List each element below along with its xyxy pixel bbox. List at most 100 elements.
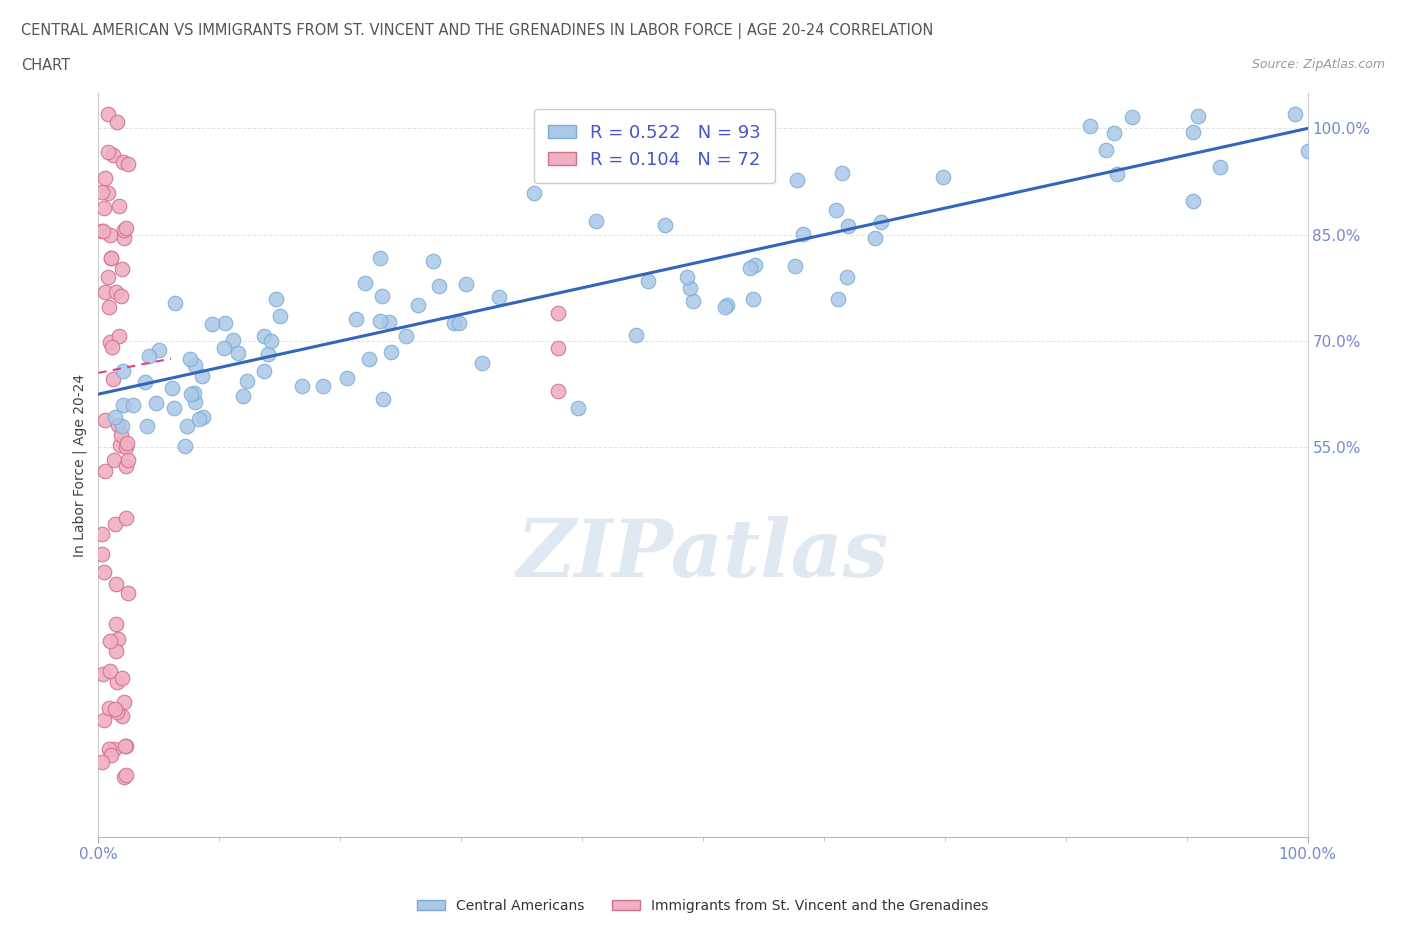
Point [741,292,763,307]
Text: ZIPatlas: ZIPatlas [517,515,889,593]
Point [291,379,314,393]
Point [145,395,167,410]
Point [1105,166,1128,181]
Point [91,754,114,769]
Point [253,364,276,379]
Point [98,335,121,350]
Point [162,401,184,416]
Point [107,705,129,720]
Point [90,526,112,541]
Point [335,370,357,385]
Point [1296,144,1319,159]
Point [380,344,402,359]
Point [107,418,129,432]
Point [214,315,236,330]
Point [870,215,893,230]
Point [97,741,120,756]
Point [98,664,121,679]
Point [104,409,127,424]
Point [135,418,157,433]
Point [93,224,115,239]
Point [786,173,808,188]
Point [97,107,120,122]
Point [94,463,117,478]
Point [679,281,702,296]
Point [108,198,131,213]
Point [179,352,201,366]
Point [740,260,762,275]
Point [98,228,121,243]
Point [103,453,125,468]
Point [91,547,114,562]
Point [222,333,245,348]
Point [110,288,132,303]
Point [831,166,853,181]
Point [103,742,125,757]
Point [111,364,134,379]
Point [93,565,115,579]
Point [91,184,114,199]
Point [1284,107,1306,122]
Legend: R = 0.522   N = 93, R = 0.104   N = 72: R = 0.522 N = 93, R = 0.104 N = 72 [534,110,775,183]
Point [547,340,569,355]
Point [257,347,280,362]
Point [269,308,291,323]
Point [173,439,195,454]
Point [122,397,145,412]
Point [97,185,120,200]
Point [112,695,135,710]
Point [371,288,394,303]
Point [567,401,589,416]
Point [447,315,470,330]
Point [682,293,704,308]
Point [932,169,955,184]
Point [97,145,120,160]
Point [585,214,607,229]
Point [117,586,139,601]
Point [190,368,212,383]
Point [114,738,136,753]
Point [138,349,160,364]
Point [443,315,465,330]
Point [180,387,202,402]
Point [93,712,115,727]
Point [264,292,287,307]
Point [94,285,117,299]
Point [105,617,128,631]
Point [1181,193,1204,208]
Text: CENTRAL AMERICAN VS IMMIGRANTS FROM ST. VINCENT AND THE GRENADINES IN LABOR FORC: CENTRAL AMERICAN VS IMMIGRANTS FROM ST. … [21,23,934,39]
Point [183,386,205,401]
Point [107,674,129,689]
Point [260,334,283,349]
Point [110,428,132,443]
Y-axis label: In Labor Force | Age 20-24: In Labor Force | Age 20-24 [73,374,87,556]
Point [107,631,129,646]
Point [105,644,128,658]
Point [105,114,128,129]
Point [792,227,814,242]
Point [253,328,276,343]
Point [406,298,429,312]
Point [212,340,235,355]
Point [235,374,257,389]
Point [654,218,676,232]
Point [112,769,135,784]
Point [114,738,136,753]
Point [176,418,198,433]
Point [422,254,444,269]
Point [226,345,249,360]
Point [114,511,136,525]
Point [93,200,115,215]
Point [184,394,207,409]
Point [368,313,391,328]
Point [785,259,807,273]
Point [114,767,136,782]
Point [637,273,659,288]
Point [108,438,131,453]
Point [115,435,138,450]
Point [1209,159,1232,174]
Point [97,270,120,285]
Point [1182,125,1205,140]
Point [104,576,127,591]
Point [547,383,569,398]
